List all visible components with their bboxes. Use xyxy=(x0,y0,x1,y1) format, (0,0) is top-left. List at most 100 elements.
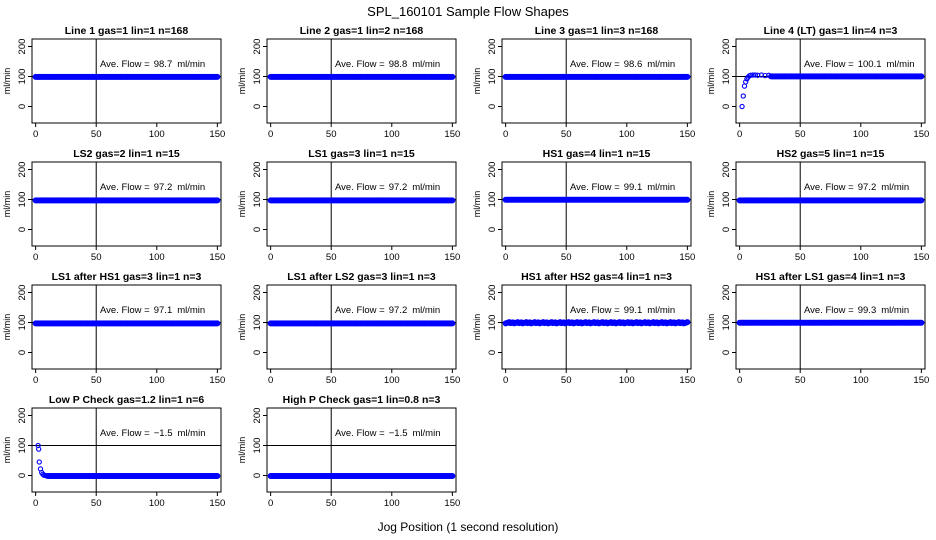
annotation-value: 97.2 xyxy=(389,182,408,193)
ave-flow-annotation: Ave. Flow = 99.1 ml/min xyxy=(570,305,675,316)
panel-1: Line 1 gas=1 lin=1 n=168 0 50 100 150 0 100 200… xyxy=(2,25,225,140)
y-tick-label: 100 xyxy=(487,315,498,331)
data-point xyxy=(918,73,925,80)
panel-title: LS1 after LS2 gas=3 lin=1 n=3 xyxy=(287,271,436,283)
panel-9: LS1 after HS1 gas=3 lin=1 n=3 0 50 100 150 0 1… xyxy=(2,271,225,386)
x-tick-label: 150 xyxy=(444,129,460,140)
ave-flow-annotation: Ave. Flow = 99.1 ml/min xyxy=(570,182,675,193)
annotation-value: 98.6 xyxy=(624,59,643,70)
annotation-value: −1.5 xyxy=(389,428,408,439)
x-tick-label: 50 xyxy=(91,252,102,263)
y-tick-label: 0 xyxy=(487,227,498,232)
data-points xyxy=(736,197,925,204)
data-points xyxy=(502,319,691,327)
y-tick-label: 200 xyxy=(252,408,263,424)
y-tick-label: 200 xyxy=(487,162,498,178)
ave-flow-annotation: Ave. Flow = 98.6 ml/min xyxy=(570,59,675,70)
panel-frame xyxy=(266,284,457,370)
x-tick-label: 50 xyxy=(326,129,337,140)
figure-title: SPL_160101 Sample Flow Shapes xyxy=(367,4,569,19)
x-tick-label: 0 xyxy=(268,129,273,140)
data-points xyxy=(267,320,456,327)
panel-3: Line 3 gas=1 lin=3 n=168 0 50 100 150 0 100 200… xyxy=(472,25,695,140)
x-tick-label: 0 xyxy=(33,375,38,386)
panel-11: HS1 after HS2 gas=4 lin=1 n=3 0 50 100 150 0 1… xyxy=(472,271,695,386)
x-tick-label: 0 xyxy=(503,129,508,140)
y-tick-label: 200 xyxy=(252,285,263,301)
ave-flow-annotation: Ave. Flow = 97.2 ml/min xyxy=(335,182,440,193)
x-tick-label: 100 xyxy=(619,129,635,140)
y-axis-label: ml/min xyxy=(2,314,12,341)
panel-frame xyxy=(735,161,926,247)
ave-flow-annotation: Ave. Flow = 98.7 ml/min xyxy=(100,59,205,70)
data-points xyxy=(32,320,221,327)
annotation-unit: ml/min xyxy=(647,182,675,193)
y-tick-label: 0 xyxy=(17,350,28,355)
x-tick-label: 100 xyxy=(853,375,869,386)
x-tick-label: 150 xyxy=(913,252,929,263)
y-tick-label: 100 xyxy=(17,315,28,331)
panel-frame xyxy=(31,161,222,247)
y-tick-label: 100 xyxy=(487,69,498,85)
y-tick-label: 0 xyxy=(487,350,498,355)
data-point xyxy=(449,197,456,204)
data-points xyxy=(267,73,456,80)
data-point xyxy=(740,93,746,99)
x-tick-label: 150 xyxy=(679,252,695,263)
panel-title: HS1 gas=4 lin=1 n=15 xyxy=(543,148,651,160)
annotation-unit: ml/min xyxy=(881,305,909,316)
x-tick-label: 0 xyxy=(33,498,38,509)
y-tick-label: 200 xyxy=(252,162,263,178)
panel-2: Line 2 gas=1 lin=2 n=168 0 50 100 150 0 100 200… xyxy=(237,25,460,140)
x-tick-label: 150 xyxy=(209,498,225,509)
data-point xyxy=(36,459,42,465)
y-tick-label: 200 xyxy=(721,162,732,178)
panel-title: HS1 after HS2 gas=4 lin=1 n=3 xyxy=(521,271,672,283)
y-axis-label: ml/min xyxy=(706,191,716,218)
annotation-prefix: Ave. Flow = xyxy=(100,305,150,316)
annotation-unit: ml/min xyxy=(178,428,206,439)
data-points xyxy=(35,442,221,479)
panel-12: HS1 after LS1 gas=4 lin=1 n=3 0 50 100 150 0 1… xyxy=(706,271,929,386)
panel-8: HS2 gas=5 lin=1 n=15 0 50 100 150 0 100 200 ml/m… xyxy=(706,148,929,263)
x-tick-label: 150 xyxy=(444,375,460,386)
data-points xyxy=(736,319,925,326)
panel-10: LS1 after LS2 gas=3 lin=1 n=3 0 50 100 150 0 1… xyxy=(237,271,460,386)
x-tick-label: 50 xyxy=(561,129,572,140)
annotation-unit: ml/min xyxy=(177,182,205,193)
x-tick-label: 100 xyxy=(149,498,165,509)
panel-5: LS2 gas=2 lin=1 n=15 0 50 100 150 0 100 200 ml/m… xyxy=(2,148,225,263)
y-tick-label: 100 xyxy=(721,69,732,85)
annotation-unit: ml/min xyxy=(647,59,675,70)
annotation-value: 99.1 xyxy=(624,182,643,193)
y-tick-label: 200 xyxy=(17,285,28,301)
panel-frame xyxy=(266,407,457,493)
data-points xyxy=(502,73,691,80)
ave-flow-annotation: Ave. Flow = 100.1 ml/min xyxy=(804,59,915,70)
x-tick-label: 50 xyxy=(91,129,102,140)
y-axis-label: ml/min xyxy=(472,314,482,341)
y-axis-label: ml/min xyxy=(2,68,12,95)
data-point xyxy=(449,472,456,479)
y-tick-label: 100 xyxy=(721,192,732,208)
panel-frame xyxy=(31,284,222,370)
panel-frame xyxy=(266,161,457,247)
panel-14: High P Check gas=1 lin=0.8 n=3 0 50 100 150 0… xyxy=(237,394,460,509)
data-point xyxy=(918,319,925,326)
y-tick-label: 100 xyxy=(252,69,263,85)
panel-frame xyxy=(31,38,222,124)
x-tick-label: 100 xyxy=(384,129,400,140)
annotation-value: 97.2 xyxy=(389,305,408,316)
annotation-unit: ml/min xyxy=(177,305,205,316)
y-tick-label: 0 xyxy=(721,227,732,232)
annotation-prefix: Ave. Flow = xyxy=(570,305,620,316)
y-tick-label: 0 xyxy=(252,227,263,232)
x-tick-label: 50 xyxy=(795,375,806,386)
x-tick-label: 150 xyxy=(444,498,460,509)
data-point xyxy=(214,320,221,327)
x-tick-label: 50 xyxy=(326,375,337,386)
y-axis-label: ml/min xyxy=(472,191,482,218)
x-tick-label: 150 xyxy=(913,129,929,140)
x-tick-label: 0 xyxy=(503,375,508,386)
y-tick-label: 200 xyxy=(17,39,28,55)
